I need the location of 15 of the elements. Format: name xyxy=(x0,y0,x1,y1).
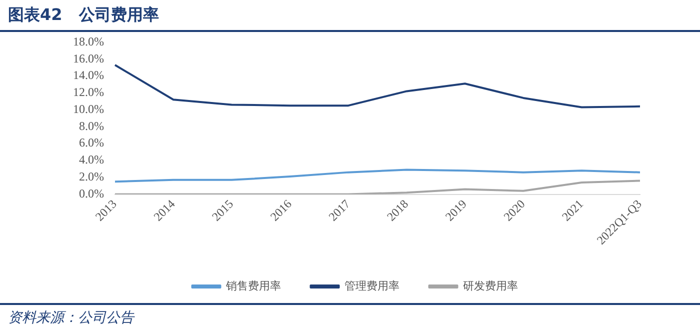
y-tick-label: 10.0% xyxy=(72,102,104,116)
y-tick-label: 8.0% xyxy=(78,118,104,133)
y-tick-label: 6.0% xyxy=(78,136,104,150)
legend-label: 销售费用率 xyxy=(224,279,281,292)
y-tick-label: 12.0% xyxy=(72,85,104,100)
text: 资料来源：公司公告 xyxy=(8,309,134,327)
legend-label: 研发费用率 xyxy=(462,279,518,292)
y-tick-label: 18.0% xyxy=(72,34,104,48)
y-tick-label: 0.0% xyxy=(78,186,104,200)
legend-label: 管理费用率 xyxy=(344,279,400,292)
y-tick-label: 2.0% xyxy=(78,170,104,184)
y-tick-label: 14.0% xyxy=(72,68,104,82)
y-tick-label: 16.0% xyxy=(72,51,104,66)
y-tick-label: 4.0% xyxy=(78,152,104,167)
chart-title: 图表42 公司费用率 xyxy=(8,5,159,26)
